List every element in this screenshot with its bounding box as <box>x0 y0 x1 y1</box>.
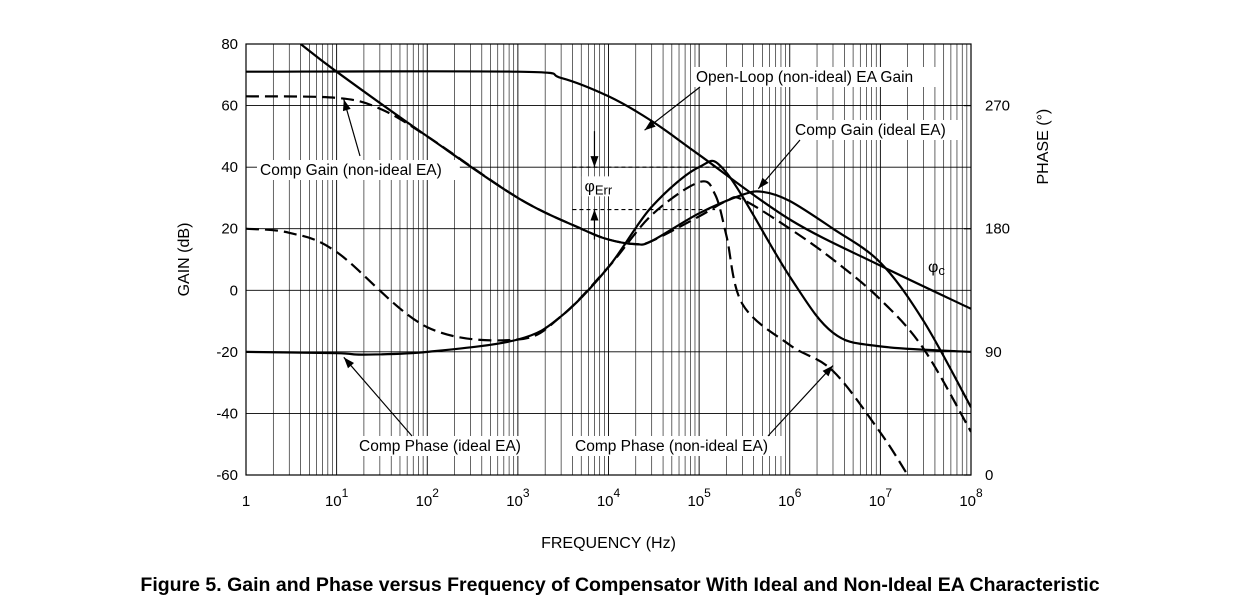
annotation-comp-gain-ideal-label-bg <box>792 120 962 140</box>
phi-symbol: φ <box>928 259 938 276</box>
x-tick-exp: 8 <box>976 486 983 500</box>
x-tick-label: 103 <box>506 486 530 510</box>
annotation-comp-phase-nonideal-arrow <box>767 365 834 437</box>
y-axis-label: GAIN (dB) <box>176 223 193 297</box>
series-layer <box>246 44 971 475</box>
annotation-open-loop-label-bg <box>693 67 937 87</box>
x-tick-label: 104 <box>597 486 621 510</box>
phi-err-arrow-down-head <box>590 156 599 168</box>
x-tick-exp: 7 <box>885 486 892 500</box>
annotation-comp-gain-nonideal-arrow-head <box>342 99 351 112</box>
annotation-comp-phase-ideal-label: Comp Phase (ideal EA) <box>359 438 521 455</box>
x-tick-base: 10 <box>959 493 976 510</box>
y2-tick-label: 0 <box>985 467 993 484</box>
x-tick-label: 1 <box>242 493 250 510</box>
series-comp-gain-non-ideal-ea-line <box>246 95 971 433</box>
phi-err-label-bg <box>581 176 632 197</box>
x-tick-exp: 4 <box>614 486 621 500</box>
figure-caption: Figure 5. Gain and Phase versus Frequenc… <box>140 574 1100 596</box>
y-tick-label: 80 <box>221 36 238 53</box>
x-tick-exp: 5 <box>704 486 711 500</box>
x-tick-base: 10 <box>869 493 886 510</box>
x-tick-label: 108 <box>959 486 983 510</box>
tick-labels: 1 101 102 103 104 105 106 107 108806040200-20-40… <box>216 36 1010 510</box>
x-tick-label: 106 <box>778 486 802 510</box>
annotation-open-loop-arrow <box>644 86 701 131</box>
y-tick-label: 60 <box>221 98 238 115</box>
annotation-comp-gain-ideal-arrow-head <box>758 177 769 189</box>
annotation-comp-phase-nonideal-arrow-head <box>822 365 833 377</box>
annotation-open-loop-arrow-head <box>644 120 656 131</box>
x-tick-base: 10 <box>597 493 614 510</box>
x-tick-base: 10 <box>687 493 704 510</box>
x-tick-base: 10 <box>325 493 342 510</box>
x-tick-label: 101 <box>325 486 349 510</box>
x-tick-label: 107 <box>869 486 893 510</box>
plot-frame <box>245 43 972 476</box>
annotation-comp-gain-nonideal-label-bg <box>257 160 460 180</box>
y-tick-label: -60 <box>216 467 238 484</box>
x-tick-label: 105 <box>687 486 711 510</box>
annotation-open-loop-label: Open-Loop (non-ideal) EA Gain <box>696 69 913 86</box>
x-tick-base: 10 <box>506 493 523 510</box>
y-tick-label: -20 <box>216 344 238 361</box>
y-tick-label: -40 <box>216 405 238 422</box>
x-tick-base: 10 <box>416 493 433 510</box>
y2-tick-label: 180 <box>985 221 1010 238</box>
grid <box>246 44 971 475</box>
x-tick-exp: 3 <box>523 486 530 500</box>
phi-subscript: Err <box>595 182 613 197</box>
series-comp-phase-ideal-ea-line <box>246 159 971 356</box>
y2-axis-label: PHASE (°) <box>1035 109 1052 185</box>
y-tick-label: 20 <box>221 221 238 238</box>
y-tick-label: 0 <box>230 282 238 299</box>
phi-symbol: φ <box>584 178 594 195</box>
annotations: Open-Loop (non-ideal) EA Gain Comp Gain (… <box>257 67 962 456</box>
annotation-phi-err-label: φErr <box>584 178 612 197</box>
annotation-comp-phase-ideal-label-bg <box>356 436 535 456</box>
y2-tick-label: 270 <box>985 98 1010 115</box>
x-tick-base: 10 <box>778 493 795 510</box>
annotation-comp-gain-nonideal-label: Comp Gain (non-ideal EA) <box>260 162 442 179</box>
x-axis-label: FREQUENCY (Hz) <box>541 535 676 552</box>
phi-err-arrow-up-head <box>590 209 599 221</box>
x-tick-label: 102 <box>416 486 440 510</box>
phi-subscript: c <box>938 263 945 278</box>
y2-tick-label: 90 <box>985 344 1002 361</box>
gain-phase-chart: 1 101 102 103 104 105 106 107 108806040200-20-40… <box>176 36 1052 552</box>
x-tick-base: 1 <box>242 493 250 510</box>
annotation-comp-phase-ideal-arrow <box>343 356 413 437</box>
series-comp-phase-non-ideal-ea-line <box>246 180 909 475</box>
y-tick-label: 40 <box>221 159 238 176</box>
x-tick-exp: 1 <box>342 486 349 500</box>
annotation-comp-gain-ideal-label: Comp Gain (ideal EA) <box>795 122 946 139</box>
annotation-comp-phase-nonideal-label: Comp Phase (non-ideal EA) <box>575 438 768 455</box>
annotation-comp-phase-nonideal-label-bg <box>572 436 783 456</box>
x-tick-exp: 6 <box>795 486 802 500</box>
series-open-loop-non-ideal-ea-gain-line <box>246 70 971 310</box>
annotation-comp-phase-ideal-arrow-head <box>343 357 355 369</box>
x-tick-exp: 2 <box>432 486 439 500</box>
annotation-phi-c-label: φc <box>928 259 945 278</box>
